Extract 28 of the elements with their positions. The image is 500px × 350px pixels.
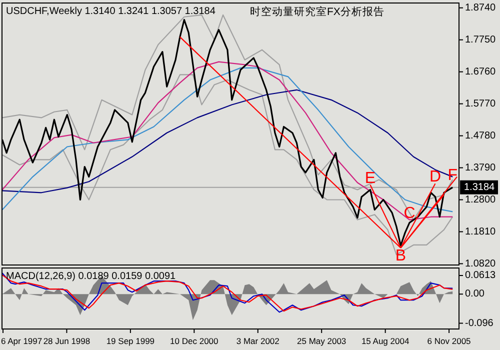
ref-label: 1.3184 bbox=[464, 182, 495, 193]
y-tick-label: 1.6760 bbox=[465, 66, 496, 78]
y-tick-label: 1.3790 bbox=[465, 162, 496, 174]
y-tick-label: 1.0820 bbox=[465, 258, 496, 270]
x-tick-label: 10 Dec 2000 bbox=[170, 336, 219, 346]
x-tick-label: 3 Mar 2002 bbox=[236, 336, 280, 346]
y-tick-label: 1.7750 bbox=[465, 34, 496, 46]
x-tick-label: 15 Aug 2004 bbox=[361, 336, 410, 346]
x-tick-label: 6 Nov 2005 bbox=[427, 336, 472, 346]
y-tick-label: 0.0613 bbox=[465, 270, 496, 282]
title: MACD(12,26,9) 0.0189 0.0159 0.0091 bbox=[6, 271, 176, 282]
y-tick-label: 1.4780 bbox=[465, 130, 496, 142]
y-tick-label: 1.8740 bbox=[465, 2, 496, 14]
x-tick-label: 19 Sep 1999 bbox=[106, 336, 155, 346]
x-tick-label: 25 May 2003 bbox=[297, 336, 346, 346]
title: USDCHF,Weekly 1.3140 1.3241 1.3057 1.3184 bbox=[6, 6, 216, 17]
annotation: C bbox=[404, 204, 416, 222]
y-tick-label: 1.5770 bbox=[465, 98, 496, 110]
subtitle: 时空动量研究室FX分析报告 bbox=[250, 6, 384, 18]
annotation: E bbox=[364, 170, 376, 187]
annotation: D bbox=[429, 168, 442, 186]
y-tick-label: -0.096 bbox=[465, 318, 494, 329]
y-tick-label: 1.1810 bbox=[465, 226, 496, 238]
y-tick-label: 1.2800 bbox=[465, 194, 496, 206]
y-tick-label: 0.00 bbox=[465, 288, 485, 300]
annotation: B bbox=[395, 247, 406, 264]
x-tick-label: 6 Apr 1997 bbox=[1, 336, 42, 346]
x-tick-label: 28 Jun 1998 bbox=[43, 336, 90, 346]
